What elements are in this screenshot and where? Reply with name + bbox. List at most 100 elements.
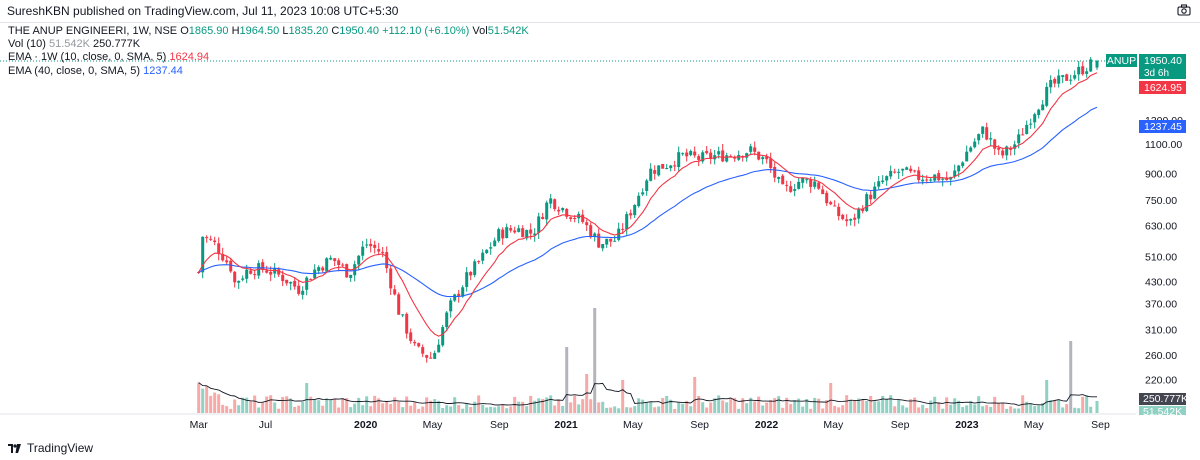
volume-bar	[565, 347, 569, 413]
price-tick-label: 900.00	[1145, 169, 1177, 181]
volume-bar	[681, 403, 685, 413]
volume-bar	[1045, 380, 1049, 413]
candle-body	[337, 260, 341, 265]
volume-bar	[245, 397, 249, 413]
candle-body	[1081, 66, 1085, 75]
candle-body	[253, 274, 257, 276]
volume-bar	[317, 400, 321, 413]
candle-body	[477, 261, 481, 263]
candle-body	[525, 230, 529, 239]
volume-bar	[1041, 403, 1045, 413]
volume-bar	[229, 408, 233, 413]
volume-bar	[237, 405, 241, 413]
footer-brand[interactable]: TradingView	[8, 440, 93, 456]
candle-body	[553, 199, 557, 210]
volume-bar	[717, 395, 721, 413]
volume-bar	[333, 398, 337, 413]
volume-bar	[357, 397, 361, 413]
candle-body	[805, 179, 809, 181]
volume-bar	[337, 407, 341, 413]
volume-bar	[377, 398, 381, 413]
candle-body	[809, 179, 813, 187]
price-tick-label: 310.00	[1145, 324, 1177, 336]
volume-bar	[293, 407, 297, 413]
candle-body	[681, 153, 685, 155]
candle-body	[857, 208, 861, 219]
volume-bar	[989, 406, 993, 413]
candle-body	[209, 238, 213, 240]
ema10-line	[198, 72, 1098, 337]
candle-body	[233, 271, 237, 283]
ohlc-high: H1964.50	[231, 25, 280, 37]
candle-body	[429, 357, 433, 359]
volume-bars	[197, 308, 1099, 413]
candle-body	[309, 278, 313, 280]
candle-body	[661, 164, 665, 169]
volume-bar	[537, 398, 541, 413]
volume-bar	[645, 402, 649, 413]
candle-body	[977, 134, 981, 141]
candle-body	[693, 151, 697, 156]
candle-body	[725, 155, 729, 162]
candle-body	[909, 168, 913, 172]
volume-ma-badge: 250.777K	[1139, 393, 1188, 405]
candle-body	[549, 198, 553, 204]
candle-body	[481, 252, 485, 261]
legend-ema40-row[interactable]: EMA (40, close, 0, SMA, 5) 1237.44	[8, 64, 183, 77]
camera-icon[interactable]	[1177, 4, 1191, 16]
time-tick-label: 2020	[354, 419, 378, 431]
candle-body	[385, 252, 389, 269]
volume-bar	[1065, 404, 1069, 413]
legend-volume-indicator-row[interactable]: Vol (10) 51.542K 250.777K	[8, 38, 141, 51]
time-tick-label: May	[823, 419, 844, 431]
volume-bar	[597, 402, 601, 413]
volume-bar	[265, 396, 269, 413]
legend-ema10-row[interactable]: EMA · 1W (10, close, 0, SMA, 5) 1624.94	[8, 51, 210, 64]
candle-body	[821, 189, 825, 195]
candle-body	[981, 126, 985, 134]
symbol-title[interactable]: THE ANUP ENGINEERI, 1W, NSE	[8, 25, 178, 37]
candle-body	[837, 206, 841, 217]
candle-body	[765, 156, 769, 160]
ema40-line	[198, 106, 1098, 298]
legend-symbol-row: THE ANUP ENGINEERI, 1W, NSE O1865.90 H19…	[8, 25, 529, 38]
candle-body	[237, 280, 241, 283]
ohlc-change: +112.10 (+6.10%)	[382, 25, 470, 37]
volume-bar	[449, 406, 453, 413]
volume-bar	[769, 400, 773, 413]
candle-body	[501, 229, 505, 239]
volume-bar	[285, 396, 289, 413]
volume-bar	[433, 399, 437, 413]
candle-body	[1061, 75, 1065, 77]
candle-body	[393, 289, 397, 295]
volume-bar	[945, 397, 949, 413]
volume-bar	[633, 406, 637, 413]
candle-body	[365, 244, 369, 246]
volume-bar	[653, 407, 657, 413]
volume-bar	[997, 402, 1001, 413]
candle-body	[1033, 114, 1037, 123]
volume-bar	[497, 406, 501, 413]
volume-bar	[1005, 408, 1009, 413]
volume-bar	[201, 388, 205, 413]
volume-bar	[877, 401, 881, 413]
volume-bar	[401, 407, 405, 413]
volume-bar	[197, 382, 201, 413]
volume-badge: 51.542K	[1139, 406, 1186, 418]
volume-bar	[297, 405, 301, 413]
candle-body	[265, 270, 269, 273]
volume-bar	[521, 401, 525, 413]
volume-bar	[789, 404, 793, 413]
candle-body	[445, 312, 449, 328]
candle-body	[353, 264, 357, 276]
volume-bar	[1009, 406, 1013, 413]
time-axis[interactable]: Mar Jul 2020 May Sep 2021 May Sep 2022 May Sep 2023…	[190, 419, 1110, 431]
volume-bar	[857, 398, 861, 413]
footer-brand-text: TradingView	[27, 441, 94, 455]
candle-body	[801, 177, 805, 183]
svg-text:1237.45: 1237.45	[1144, 121, 1182, 133]
candle-body	[745, 153, 749, 158]
volume-bar	[301, 401, 305, 413]
price-axis[interactable]: 1950.001300.001100.00900.00750.00630.005…	[1145, 56, 1183, 387]
